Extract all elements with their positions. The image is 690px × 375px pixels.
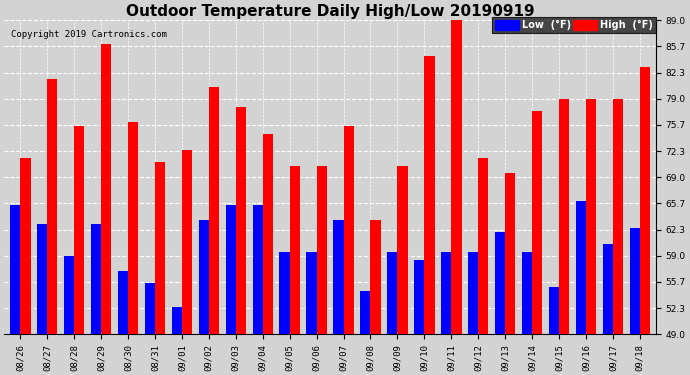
Bar xyxy=(613,99,623,334)
Bar xyxy=(559,99,569,334)
Text: Copyright 2019 Cartronics.com: Copyright 2019 Cartronics.com xyxy=(10,30,166,39)
Bar xyxy=(522,252,532,334)
Bar xyxy=(253,205,263,334)
Bar xyxy=(371,220,381,334)
Bar xyxy=(333,220,344,334)
Bar xyxy=(226,205,236,334)
Bar xyxy=(101,44,111,334)
Bar xyxy=(505,173,515,334)
Bar xyxy=(602,244,613,334)
Bar xyxy=(263,134,273,334)
Bar xyxy=(317,165,327,334)
Bar xyxy=(209,87,219,334)
Bar xyxy=(360,291,371,334)
Bar xyxy=(20,158,30,334)
Bar xyxy=(629,228,640,334)
Bar xyxy=(47,79,57,334)
Bar xyxy=(532,111,542,334)
Bar xyxy=(468,252,478,334)
Bar xyxy=(575,201,586,334)
Bar xyxy=(37,224,47,334)
Bar xyxy=(128,122,138,334)
Bar xyxy=(75,126,84,334)
Title: Outdoor Temperature Daily High/Low 20190919: Outdoor Temperature Daily High/Low 20190… xyxy=(126,4,534,19)
Bar xyxy=(236,106,246,334)
Bar xyxy=(172,307,182,334)
Bar xyxy=(586,99,596,334)
Bar xyxy=(344,126,354,334)
Bar xyxy=(478,158,489,334)
Bar xyxy=(118,272,128,334)
Bar xyxy=(182,150,193,334)
Bar xyxy=(495,232,505,334)
Bar xyxy=(441,252,451,334)
Bar xyxy=(290,165,300,334)
Bar xyxy=(387,252,397,334)
Bar xyxy=(10,205,20,334)
Bar xyxy=(91,224,101,334)
Bar xyxy=(414,260,424,334)
Bar xyxy=(145,283,155,334)
Bar xyxy=(640,68,650,334)
Legend: Low  (°F), High  (°F): Low (°F), High (°F) xyxy=(492,17,656,33)
Bar xyxy=(279,252,290,334)
Bar xyxy=(549,287,559,334)
Bar xyxy=(451,16,462,334)
Bar xyxy=(199,220,209,334)
Bar xyxy=(64,256,75,334)
Bar xyxy=(424,56,435,334)
Bar xyxy=(155,162,165,334)
Bar xyxy=(306,252,317,334)
Bar xyxy=(397,165,408,334)
